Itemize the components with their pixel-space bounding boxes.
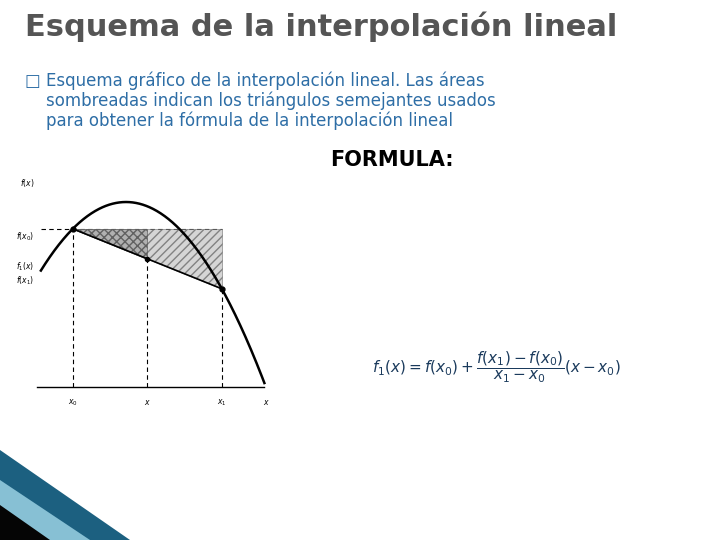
Text: $x$: $x$ [263,398,270,407]
Text: Esquema de la interpolación lineal: Esquema de la interpolación lineal [25,12,617,43]
Text: $x_0$: $x_0$ [68,398,78,408]
Text: FORMULA:: FORMULA: [330,150,454,170]
Text: sombreadas indican los triángulos semejantes usados: sombreadas indican los triángulos semeja… [25,92,496,111]
Text: $x$: $x$ [144,398,150,407]
Text: $f_1(x) = f(x_0) + \dfrac{f(x_1) - f(x_0)}{x_1 - x_0}(x - x_0)$: $f_1(x) = f(x_0) + \dfrac{f(x_1) - f(x_0… [372,349,621,385]
Text: $f(x)$: $f(x)$ [20,177,35,188]
Text: $f(x_1)$: $f(x_1)$ [17,274,35,287]
Text: $f_1(x)$: $f_1(x)$ [17,261,35,273]
Polygon shape [0,480,90,540]
Text: $f(x_0)$: $f(x_0)$ [17,231,35,243]
Text: $x_1$: $x_1$ [217,398,227,408]
Polygon shape [73,229,222,289]
Text: para obtener la fórmula de la interpolación lineal: para obtener la fórmula de la interpolac… [25,112,453,131]
Text: □ Esquema gráfico de la interpolación lineal. Las áreas: □ Esquema gráfico de la interpolación li… [25,72,485,91]
Polygon shape [73,229,148,259]
Polygon shape [0,505,50,540]
Polygon shape [0,450,130,540]
